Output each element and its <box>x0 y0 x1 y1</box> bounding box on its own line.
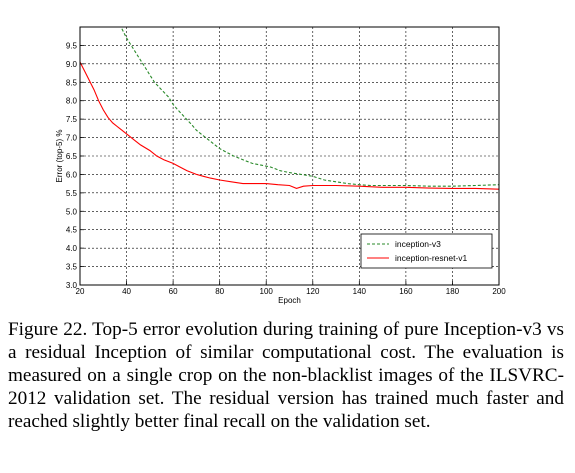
line-chart: 3.0 3.5 4.0 4.5 5.0 5.5 6.0 6.5 7.0 7.5 8.0 8.5 9.0 9… <box>55 26 506 305</box>
y-tick-label: 4.0 <box>66 244 78 253</box>
figure-caption: Figure 22. Top-5 error evolution during … <box>8 319 564 432</box>
y-tick-label: 8.0 <box>66 97 78 106</box>
y-tick-label: 8.5 <box>66 78 78 87</box>
x-tick-label: 200 <box>492 287 506 296</box>
x-tick-label: 140 <box>353 287 367 296</box>
series-line-0 <box>121 28 500 187</box>
x-tick-label: 180 <box>446 287 460 296</box>
series-line-1 <box>79 61 500 190</box>
y-tick-label: 6.0 <box>66 170 78 179</box>
legend-label-0: inception-v3 <box>395 239 441 249</box>
x-axis-label: Epoch <box>278 296 301 305</box>
x-tick-label: 80 <box>215 287 224 296</box>
y-tick-label: 3.0 <box>66 281 78 290</box>
y-axis-label: Error (top-5) % <box>55 130 64 183</box>
x-tick-label: 100 <box>260 287 274 296</box>
x-tick-label: 40 <box>122 287 131 296</box>
x-tick-label: 120 <box>306 287 320 296</box>
figure: 3.0 3.5 4.0 4.5 5.0 5.5 6.0 6.5 7.0 7.5 8.0 8.5 9.0 9… <box>55 26 506 305</box>
x-tick-label: 20 <box>76 287 85 296</box>
y-tick-label: 5.5 <box>66 189 78 198</box>
y-tick-label: 6.5 <box>66 152 78 161</box>
legend-box <box>360 233 493 269</box>
y-tick-label: 7.0 <box>66 134 78 143</box>
legend-label-1: inception-resnet-v1 <box>395 253 468 263</box>
y-tick-label: 9.0 <box>66 60 78 69</box>
legend: inception-v3 inception-resnet-v1 <box>360 233 493 269</box>
y-tick-label: 7.5 <box>66 115 78 124</box>
y-tick-label: 4.5 <box>66 226 78 235</box>
y-tick-label: 3.5 <box>66 263 78 272</box>
x-tick-label: 60 <box>169 287 178 296</box>
y-tick-label: 9.5 <box>66 41 78 50</box>
y-tick-label: 5.0 <box>66 207 78 216</box>
x-tick-label: 160 <box>399 287 413 296</box>
